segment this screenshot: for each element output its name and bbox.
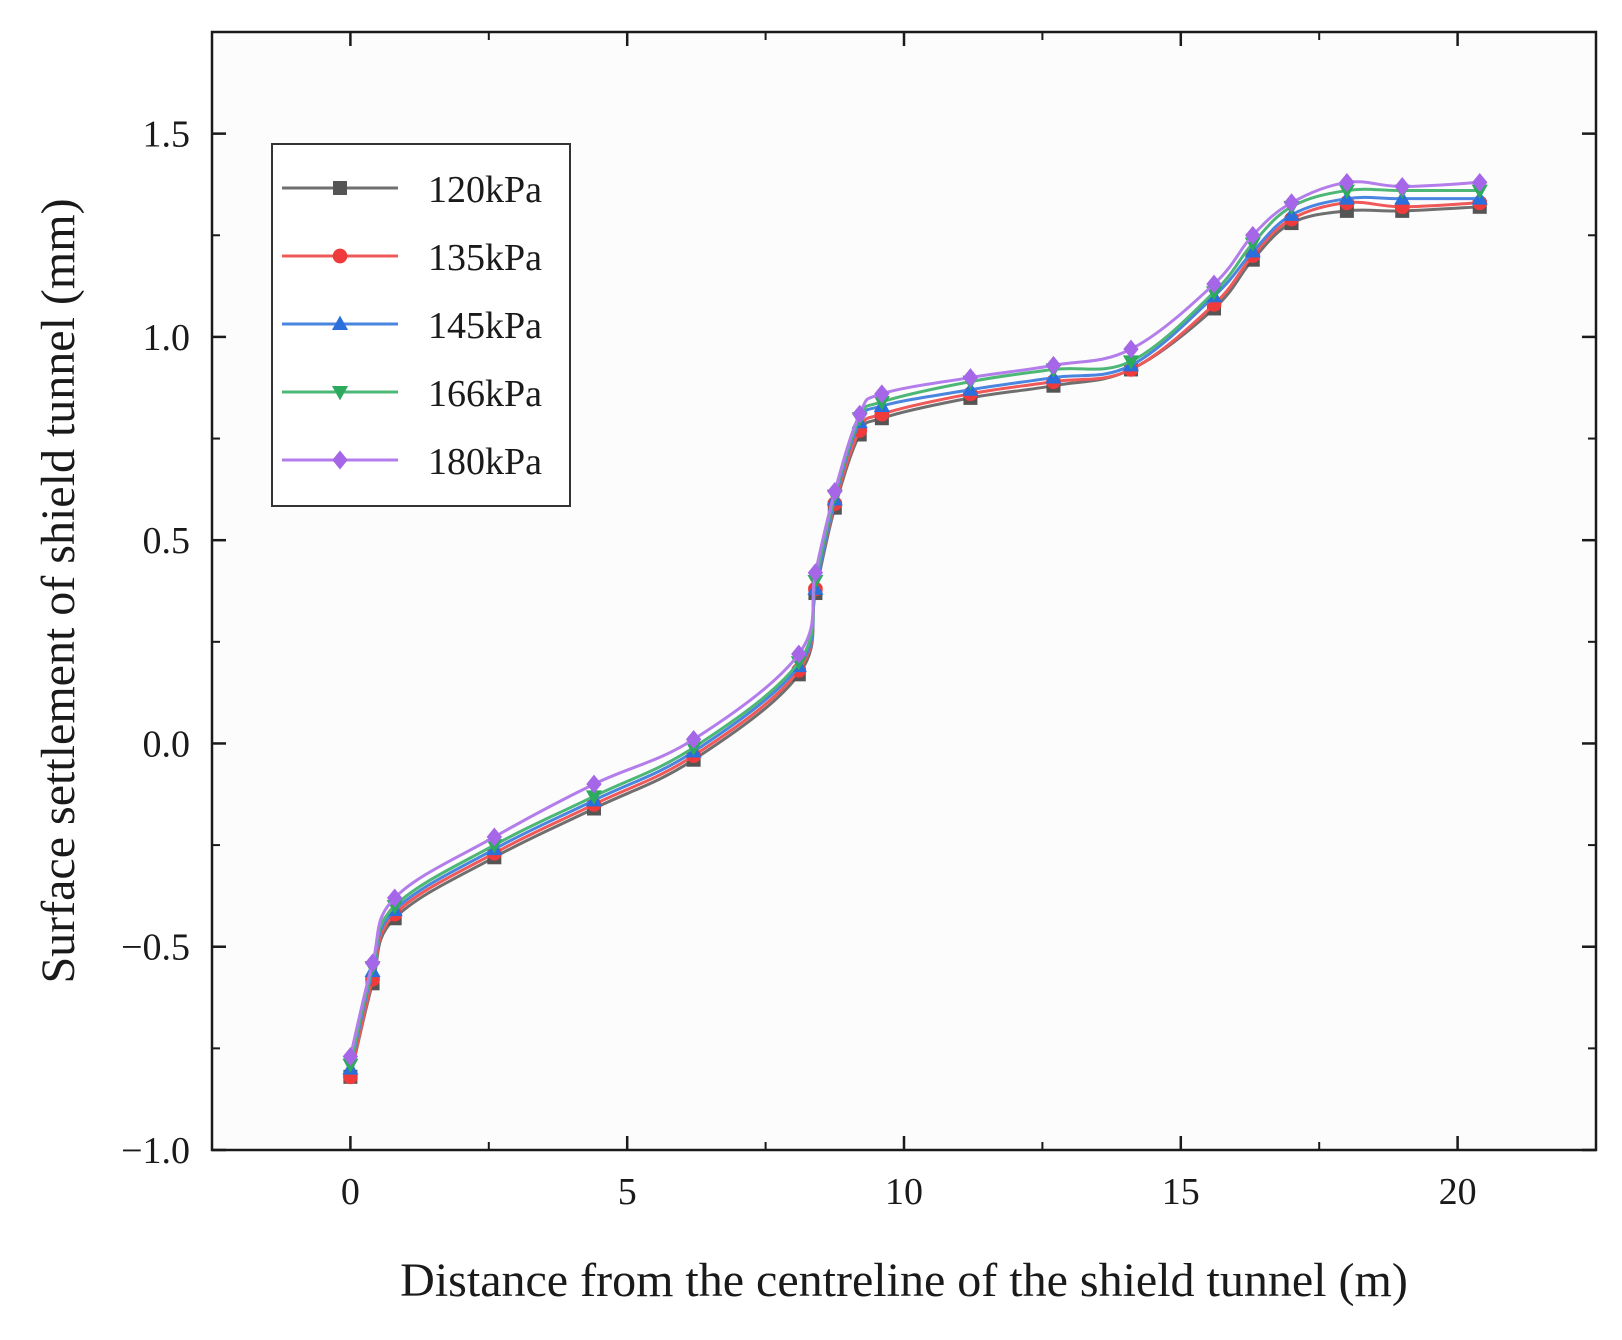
data-point-180kPa xyxy=(1245,225,1261,245)
legend-swatch-marker xyxy=(332,450,348,470)
data-point-180kPa xyxy=(386,888,403,908)
data-point-180kPa xyxy=(962,368,979,388)
x-tick-label: 20 xyxy=(1439,1171,1477,1213)
data-point-180kPa xyxy=(342,1047,359,1066)
y-tick-label: 1.5 xyxy=(143,114,191,156)
series-180kPa xyxy=(342,172,1488,1066)
y-tick-label: −1.0 xyxy=(121,1130,190,1172)
legend-swatch-marker xyxy=(331,386,349,401)
data-point-166kPa xyxy=(1122,355,1140,370)
legend-label: 145kPa xyxy=(428,305,542,347)
x-tick-label: 10 xyxy=(885,1171,923,1213)
data-point-180kPa xyxy=(1339,172,1355,192)
data-point-180kPa xyxy=(1123,339,1139,359)
y-tick-label: 0.5 xyxy=(143,520,191,562)
data-point-180kPa xyxy=(1394,177,1410,196)
data-point-180kPa xyxy=(364,953,381,973)
legend-swatch-marker xyxy=(333,181,347,195)
legend-label: 166kPa xyxy=(428,373,542,415)
legend-label: 135kPa xyxy=(428,237,542,279)
y-tick-label: −0.5 xyxy=(121,927,190,969)
data-point-180kPa xyxy=(1045,355,1062,375)
legend: 120kPa 135kPa 145kPa 166kPa 180kPa xyxy=(271,143,571,507)
legend-label: 120kPa xyxy=(428,169,542,211)
y-tick-label: 0.0 xyxy=(143,723,191,765)
tick-labels: 0 5 10 15 20 −1.0 −0.5 0.0 0.5 1.0 1.5 xyxy=(121,114,1477,1213)
x-tick-label: 0 xyxy=(341,1171,360,1213)
legend-label: 180kPa xyxy=(428,441,542,483)
data-point-180kPa xyxy=(1472,172,1488,192)
series-layer xyxy=(342,172,1488,1085)
x-tick-label: 5 xyxy=(618,1171,637,1213)
data-point-180kPa xyxy=(586,774,602,794)
y-tick-label: 1.0 xyxy=(143,317,191,359)
data-point-180kPa xyxy=(1283,193,1300,213)
x-tick-label: 15 xyxy=(1162,1171,1200,1213)
plot-frame xyxy=(210,30,1598,1152)
data-point-180kPa xyxy=(1206,274,1222,294)
data-point-180kPa xyxy=(791,644,807,664)
legend-swatch-marker xyxy=(332,248,348,264)
data-point-180kPa xyxy=(874,384,890,404)
data-point-180kPa xyxy=(685,729,702,749)
x-axis-title: Distance from the centreline of the shie… xyxy=(400,1254,1408,1307)
data-point-180kPa xyxy=(852,404,868,424)
data-point-180kPa xyxy=(486,827,503,847)
data-point-180kPa xyxy=(827,481,843,501)
legend-swatch-marker xyxy=(331,315,349,330)
y-axis-title: Surface settlement of shield tunnel (mm) xyxy=(32,198,85,983)
data-point-180kPa xyxy=(807,563,824,583)
data-point-166kPa xyxy=(585,790,603,805)
